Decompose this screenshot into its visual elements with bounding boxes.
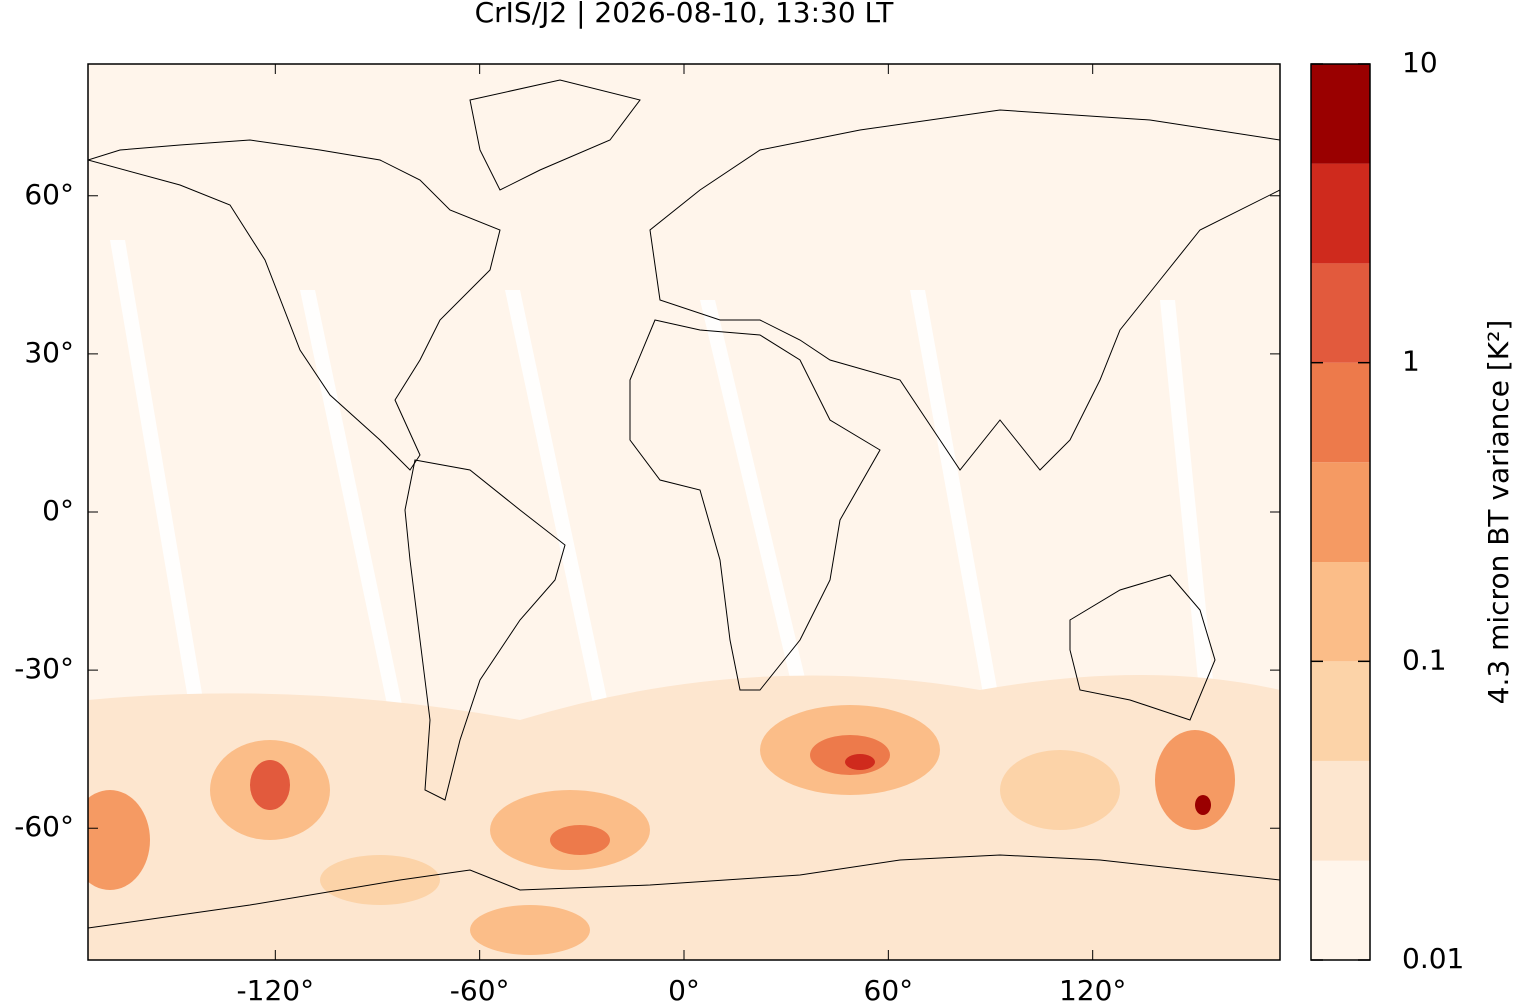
y-tick-label: -30° <box>14 652 74 685</box>
map-field <box>88 64 1280 960</box>
chart-title: CrIS/J2 | 2026-08-10, 13:30 LT <box>475 0 895 29</box>
colorbar-tick-label: 10 <box>1402 46 1438 79</box>
coastlines <box>88 79 1280 929</box>
x-tick-label: -120° <box>237 974 315 1002</box>
x-tick-label: 60° <box>864 974 914 1002</box>
colorbar-band <box>1311 661 1370 761</box>
x-tick-label: 120° <box>1059 974 1126 1002</box>
x-tick-label: 0° <box>668 974 700 1002</box>
y-tick-label: 0° <box>42 494 74 527</box>
colorbar-tick-label: 0.01 <box>1402 942 1464 975</box>
colorbar-band <box>1311 362 1370 463</box>
colorbar-tick-label: 1 <box>1402 345 1420 378</box>
colorbar-tick-label: 0.1 <box>1402 643 1447 676</box>
colorbar-band <box>1311 462 1370 563</box>
map-frame <box>87 63 1281 961</box>
hot-spots <box>88 705 1235 955</box>
colorbar-band <box>1311 163 1370 264</box>
colorbar-band <box>1311 263 1370 363</box>
y-tick-label: 60° <box>24 178 74 211</box>
x-tick-label: -60° <box>450 974 510 1002</box>
y-tick-label: -60° <box>14 810 74 843</box>
y-tick-label: 30° <box>24 336 74 369</box>
colorbar-label: 4.3 micron BT variance [K²] <box>1482 320 1515 705</box>
colorbar-band <box>1311 860 1370 960</box>
colorbar-band <box>1311 64 1370 164</box>
swath-gaps <box>110 240 1225 800</box>
colorbar-band <box>1311 562 1370 662</box>
colorbar-band <box>1311 760 1370 861</box>
colorbar-frame <box>1310 63 1371 961</box>
